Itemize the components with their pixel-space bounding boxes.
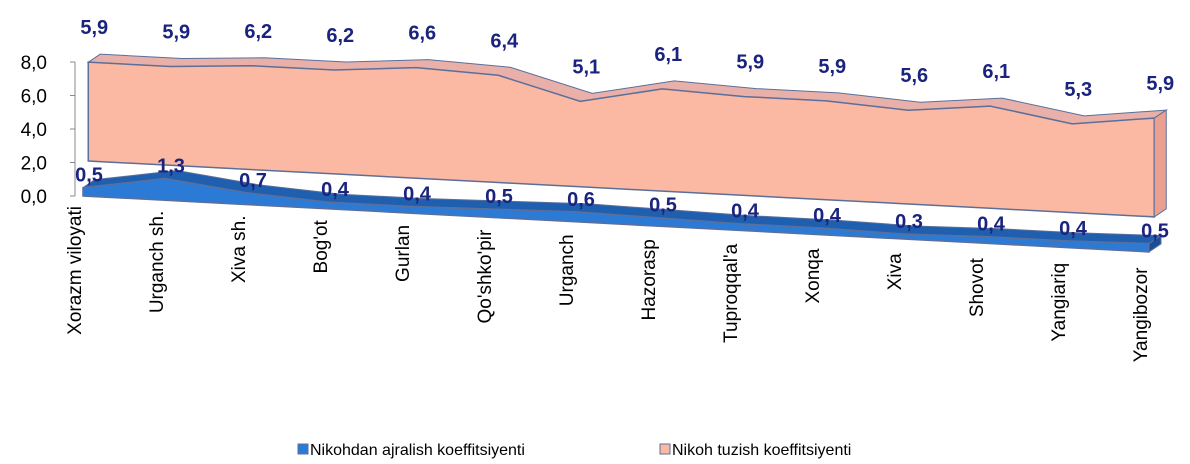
y-tick-label: 4,0 <box>21 120 47 141</box>
x-tick-label: Qo'shko'pir <box>475 229 496 324</box>
value-label: 5,9 <box>736 52 764 74</box>
area-side-face <box>1148 234 1162 253</box>
x-tick-label: Xorazm viloyati <box>65 206 86 335</box>
value-label: 0,5 <box>649 195 677 217</box>
value-label: 1,3 <box>157 156 185 178</box>
value-label: 0,5 <box>75 165 103 187</box>
value-label: 6,2 <box>244 21 272 43</box>
value-label: 6,4 <box>490 30 519 52</box>
value-label: 0,6 <box>567 189 595 211</box>
x-tick-label: Urganch sh. <box>147 211 168 313</box>
value-label: 6,1 <box>654 44 682 66</box>
value-label: 0,3 <box>895 211 923 233</box>
y-tick-label: 8,0 <box>21 53 47 74</box>
value-label: 5,6 <box>900 65 928 87</box>
value-label: 5,3 <box>1064 79 1092 101</box>
x-tick-label: Tuproqqal'a <box>721 243 742 342</box>
y-tick-label: 6,0 <box>21 87 47 108</box>
legend-label: Nikohdan ajralish koeffitsiyenti <box>310 442 525 459</box>
y-tick-label: 0,0 <box>21 187 47 208</box>
legend-label: Nikoh tuzish koeffitsiyenti <box>672 442 851 459</box>
value-label: 6,1 <box>982 61 1010 83</box>
value-label: 0,7 <box>239 170 267 192</box>
y-tick-label: 2,0 <box>21 154 47 175</box>
value-label: 5,9 <box>80 17 108 39</box>
area-side-face <box>1153 109 1167 218</box>
x-tick-label: Bog'ot <box>311 219 332 273</box>
value-label: 0,4 <box>813 205 842 227</box>
value-label: 6,6 <box>408 23 436 45</box>
x-tick-label: Shovot <box>967 257 988 317</box>
x-tick-label: Yangiariq <box>1049 263 1070 342</box>
value-label: 5,9 <box>1146 73 1174 95</box>
value-label: 6,2 <box>326 25 354 47</box>
x-tick-label: Gurlan <box>393 225 414 282</box>
x-tick-label: Xiva sh. <box>229 215 250 283</box>
value-label: 5,9 <box>818 56 846 78</box>
value-label: 0,5 <box>485 186 513 208</box>
x-tick-label: Yangibozor <box>1131 267 1152 362</box>
value-label: 5,9 <box>162 21 190 43</box>
x-tick-label: Urganch <box>557 234 578 306</box>
value-label: 0,4 <box>977 214 1006 236</box>
value-label: 0,4 <box>403 184 432 206</box>
x-tick-label: Xiva <box>885 253 906 290</box>
x-tick-label: Hazorasp <box>639 239 660 320</box>
x-tick-label: Xonqa <box>803 248 824 303</box>
legend-swatch <box>659 443 671 455</box>
value-label: 0,4 <box>321 179 350 201</box>
value-label: 0,4 <box>1059 218 1088 240</box>
value-label: 0,5 <box>1141 221 1169 243</box>
value-label: 0,4 <box>731 201 760 223</box>
value-label: 5,1 <box>572 56 600 78</box>
legend-swatch <box>297 443 309 455</box>
